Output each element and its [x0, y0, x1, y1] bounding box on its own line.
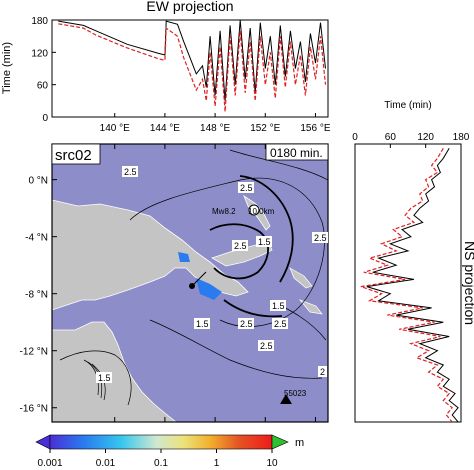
station-label: 55023: [284, 389, 307, 398]
contour-label: 2.5: [314, 233, 327, 243]
contour-label-bg: [122, 166, 138, 177]
map-y-axis: 0 °N -4 °N -8 °N -12 °N -16 °N: [20, 176, 57, 415]
contour-label: 2.5: [260, 341, 273, 351]
contour-line: [223, 299, 283, 318]
colorbar-max-arrow: [271, 434, 289, 450]
colorbar-tick-label: 0.01: [96, 458, 116, 469]
contour-label-bg: [258, 340, 274, 351]
ew-title: EW projection: [146, 0, 233, 14]
epicenter-link: [191, 271, 207, 287]
wave-patch-coast: [178, 252, 190, 262]
source-annotation-group: Mw8.2 10.0km 55023: [212, 207, 307, 398]
land-solomon-2: [298, 299, 323, 315]
contour-label: 1.5: [272, 301, 285, 311]
time-label-box: [265, 143, 329, 161]
ns-x-tick-label: 120: [417, 132, 434, 143]
map-title-box: [51, 143, 101, 165]
map-y-tick-label: -12 °N: [20, 347, 48, 358]
ew-x-tick-label: 156 °E: [300, 123, 330, 134]
contour-label-group: 2.5 2.5 1.5 2.5 2.5 1.5 1.5 2.5 2.5 2.5 …: [96, 166, 328, 383]
contour-label-bg: [318, 366, 327, 377]
colorbar-tick-label: 0.001: [37, 458, 62, 469]
ns-x-tick-label: 180: [453, 132, 470, 143]
map-y-tick-label: -16 °N: [20, 404, 48, 415]
contour-label: 1.5: [258, 237, 271, 247]
contour-label: 2.5: [240, 183, 253, 193]
ns-x-tick-label: 0: [352, 132, 358, 143]
contour-label: 1.5: [98, 373, 111, 383]
station-triangle: [280, 394, 292, 404]
ew-y-tick-label: 60: [37, 81, 49, 92]
map-y-tick-label: 0 °N: [28, 176, 48, 187]
time-label: 0180 min.: [270, 146, 323, 160]
map-frame: [51, 143, 329, 423]
contour-label-bg: [96, 372, 112, 383]
colorbar-ticks: 0.001 0.01 0.1 1 10: [37, 449, 278, 469]
contour-lines-thick: [209, 175, 294, 318]
map-x-axis: [114, 144, 316, 422]
contour-label: 2.5: [234, 241, 247, 251]
ns-frame: [354, 143, 462, 423]
contour-label: 2.5: [240, 319, 253, 329]
ns-series-group: [360, 147, 459, 422]
contour-line: [59, 350, 132, 406]
contour-label: 1.5: [196, 319, 209, 329]
ew-x-axis: 140 °E 144 °E 148 °E 152 °E 156 °E: [100, 113, 331, 134]
map-title: src02: [55, 147, 92, 164]
contour-label-bg: [312, 232, 328, 243]
ew-y-axis: 0 60 120 180: [31, 16, 56, 124]
colorbar-tick-label: 1: [214, 458, 220, 469]
colorbar-tick-label: 0.1: [154, 458, 168, 469]
ew-y-tick-label: 0: [42, 113, 48, 124]
ns-title: NS projection: [462, 241, 474, 325]
colorbar: [49, 434, 273, 450]
ew-x-tick-label: 148 °E: [200, 123, 230, 134]
contour-line: [149, 319, 323, 379]
contour-label-bg: [238, 182, 254, 193]
contour-line: [209, 223, 269, 280]
map-y-tick-label: -8 °N: [25, 290, 48, 301]
contour-label-bg: [238, 318, 254, 329]
contour-label-bg: [270, 300, 286, 311]
contour-line: [229, 149, 328, 181]
ew-x-tick-label: 140 °E: [100, 123, 130, 134]
ns-x-tick-label: 60: [385, 132, 397, 143]
ew-x-tick-label: 144 °E: [150, 123, 180, 134]
magnitude-label: Mw8.2: [212, 207, 236, 216]
epicenter-dot: [189, 283, 195, 289]
ew-ylabel: Time (min): [1, 42, 13, 94]
ns-series-red: [360, 147, 454, 422]
ew-series-black: [58, 20, 326, 101]
ns-x-axis: 0 60 120 180: [352, 132, 470, 148]
depth-label: 10.0km: [248, 207, 275, 216]
contour-line: [239, 175, 294, 283]
ns-xlabel: Time (min): [384, 100, 431, 111]
ew-y-tick-label: 180: [31, 16, 48, 27]
ew-series-group: [58, 20, 327, 112]
contour-label-bg: [272, 318, 288, 329]
ns-series-black: [366, 148, 459, 422]
contour-label-bg: [194, 318, 210, 329]
source-marker: [248, 204, 260, 216]
colorbar-unit: m: [295, 437, 304, 449]
contour-label: 2: [320, 367, 325, 377]
contour-line: [83, 359, 99, 396]
map-area: [52, 144, 328, 422]
land-australia: [52, 321, 177, 422]
map-y-tick-label: -4 °N: [25, 233, 48, 244]
colorbar-tick-label: 10: [266, 458, 278, 469]
contour-label-bg: [256, 236, 272, 247]
colorbar-min-arrow: [35, 434, 51, 450]
ew-x-tick-label: 152 °E: [250, 123, 280, 134]
wave-patch-gulf: [196, 278, 222, 300]
contour-label: 2.5: [124, 167, 137, 177]
contour-label: 2.5: [274, 319, 287, 329]
contour-label-bg: [232, 240, 248, 251]
ew-series-red: [58, 23, 327, 112]
ew-y-tick-label: 120: [31, 48, 48, 59]
land-solomon-1: [289, 267, 313, 289]
